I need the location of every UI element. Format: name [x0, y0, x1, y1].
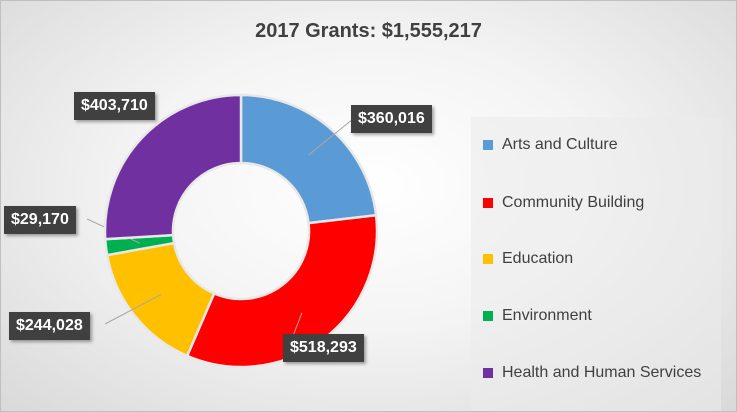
legend-swatch — [483, 198, 493, 208]
legend-swatch — [483, 311, 493, 321]
slice-community-building — [185, 213, 379, 369]
data-label-community-building: $518,293 — [283, 334, 364, 362]
legend-item-arts-and-culture: Arts and Culture — [483, 135, 618, 155]
leader-line-arts-and-culture — [308, 118, 354, 156]
slice-health-and-human-services — [103, 93, 243, 241]
legend-item-community-building: Community Building — [483, 193, 644, 213]
data-label-health-and-human-services: $403,710 — [74, 92, 155, 120]
data-label-environment: $29,170 — [4, 206, 76, 234]
legend-swatch — [483, 140, 493, 150]
legend-item-health-and-human-services: Health and Human Services — [483, 363, 701, 383]
legend: Arts and Culture Community Building Educat… — [471, 117, 721, 411]
legend-swatch — [483, 254, 493, 264]
legend-item-environment: Environment — [483, 306, 592, 326]
leader-line-education — [104, 293, 162, 325]
legend-label: Education — [502, 250, 574, 267]
legend-item-education: Education — [483, 249, 573, 269]
slice-arts-and-culture — [239, 93, 378, 225]
legend-label: Community Building — [502, 194, 645, 211]
data-label-arts-and-culture: $360,016 — [351, 105, 432, 133]
legend-swatch — [483, 368, 493, 378]
chart-title: 2017 Grants: $1,555,217 — [255, 20, 482, 42]
legend-label: Arts and Culture — [502, 136, 618, 153]
data-label-education: $244,028 — [9, 312, 90, 340]
legend-label: Environment — [502, 307, 592, 324]
legend-label: Health and Human Services — [502, 364, 702, 381]
